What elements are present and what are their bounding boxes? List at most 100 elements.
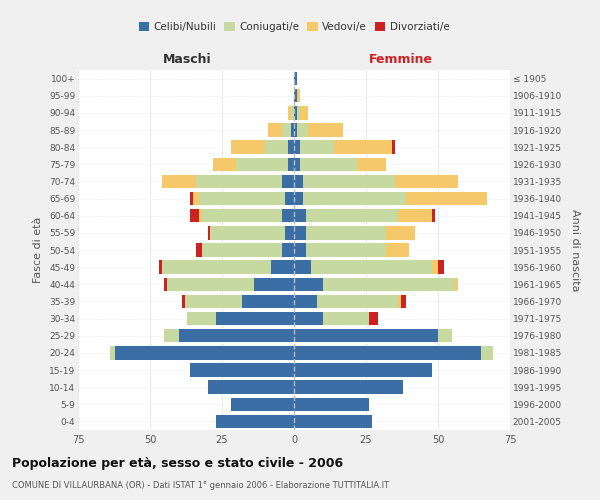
Bar [291,124,294,136]
Bar [294,380,403,394]
Bar [481,346,493,360]
Bar [190,364,294,376]
Bar [294,124,297,136]
Bar [294,140,300,154]
Bar [294,414,372,428]
Bar [202,244,283,256]
Bar [182,294,185,308]
Bar [455,278,458,291]
Text: Femmine: Femmine [368,54,433,66]
Bar [294,312,323,326]
Bar [297,106,300,120]
Bar [286,192,294,205]
Bar [161,174,196,188]
Bar [294,226,305,239]
Bar [438,260,444,274]
Bar [386,244,409,256]
Bar [294,364,432,376]
Text: COMUNE DI VILLAURBANA (OR) - Dati ISTAT 1° gennaio 2006 - Elaborazione TUTTITALI: COMUNE DI VILLAURBANA (OR) - Dati ISTAT … [12,481,389,490]
Bar [386,226,415,239]
Bar [369,312,377,326]
Bar [190,192,193,205]
Bar [211,226,286,239]
Bar [187,312,216,326]
Bar [230,140,265,154]
Bar [294,260,311,274]
Bar [294,89,297,102]
Bar [308,124,343,136]
Bar [286,226,294,239]
Bar [358,158,386,171]
Bar [185,294,242,308]
Bar [208,380,294,394]
Bar [294,294,317,308]
Bar [300,158,358,171]
Bar [216,312,294,326]
Bar [193,192,199,205]
Y-axis label: Anni di nascita: Anni di nascita [571,209,580,291]
Bar [323,312,369,326]
Bar [254,278,294,291]
Bar [300,106,308,120]
Bar [300,140,334,154]
Bar [236,158,288,171]
Bar [317,294,398,308]
Bar [265,140,288,154]
Bar [406,192,487,205]
Text: Maschi: Maschi [163,54,212,66]
Bar [164,329,179,342]
Bar [202,209,283,222]
Bar [230,398,294,411]
Bar [294,106,297,120]
Bar [158,260,161,274]
Bar [216,414,294,428]
Bar [242,294,294,308]
Bar [305,244,386,256]
Legend: Celibi/Nubili, Coniugati/e, Vedovi/e, Divorziati/e: Celibi/Nubili, Coniugati/e, Vedovi/e, Di… [134,18,454,36]
Bar [294,209,305,222]
Bar [398,209,432,222]
Bar [164,278,167,291]
Bar [190,209,199,222]
Bar [297,89,300,102]
Bar [208,226,211,239]
Bar [294,244,305,256]
Bar [288,106,291,120]
Bar [214,158,236,171]
Bar [110,346,115,360]
Bar [398,294,401,308]
Bar [196,174,283,188]
Bar [392,140,395,154]
Bar [294,158,300,171]
Bar [288,158,294,171]
Bar [288,140,294,154]
Bar [268,124,283,136]
Y-axis label: Fasce di età: Fasce di età [34,217,43,283]
Bar [294,398,369,411]
Bar [297,124,308,136]
Bar [432,209,435,222]
Bar [323,278,455,291]
Bar [432,260,438,274]
Bar [294,278,323,291]
Bar [196,244,202,256]
Bar [395,174,458,188]
Bar [291,106,294,120]
Bar [334,140,392,154]
Bar [311,260,432,274]
Bar [283,124,291,136]
Bar [283,244,294,256]
Bar [115,346,294,360]
Bar [199,209,202,222]
Bar [302,174,395,188]
Bar [271,260,294,274]
Bar [305,226,386,239]
Bar [302,192,406,205]
Bar [294,192,302,205]
Bar [294,346,481,360]
Bar [179,329,294,342]
Bar [283,209,294,222]
Bar [294,329,438,342]
Bar [401,294,406,308]
Bar [283,174,294,188]
